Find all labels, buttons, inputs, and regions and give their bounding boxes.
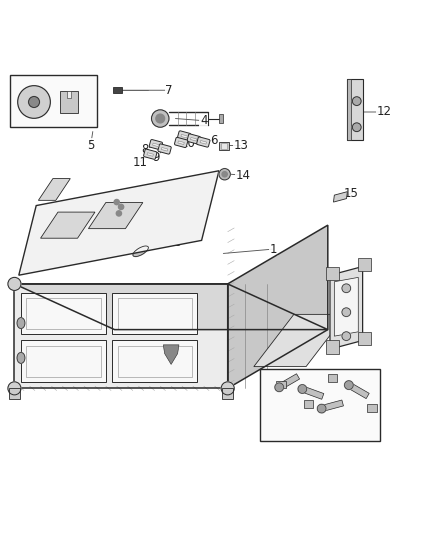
Bar: [301, 386, 324, 399]
Text: 10: 10: [180, 137, 195, 150]
Polygon shape: [14, 284, 328, 329]
Polygon shape: [67, 91, 71, 98]
Polygon shape: [21, 341, 106, 382]
Ellipse shape: [28, 96, 39, 108]
Polygon shape: [113, 87, 122, 93]
Text: 13: 13: [233, 139, 248, 152]
Polygon shape: [163, 345, 179, 365]
Circle shape: [8, 277, 21, 290]
Bar: [181, 134, 187, 138]
Polygon shape: [228, 225, 328, 389]
Ellipse shape: [133, 246, 148, 256]
Circle shape: [275, 383, 283, 392]
Circle shape: [8, 382, 21, 395]
Polygon shape: [60, 91, 78, 113]
Polygon shape: [347, 79, 351, 140]
Polygon shape: [113, 341, 197, 382]
Polygon shape: [367, 405, 377, 413]
Circle shape: [298, 385, 307, 393]
Text: 2: 2: [315, 410, 323, 423]
Polygon shape: [223, 389, 233, 399]
Ellipse shape: [17, 318, 25, 328]
Text: 12: 12: [377, 106, 392, 118]
Polygon shape: [41, 212, 95, 238]
Polygon shape: [358, 332, 371, 345]
Bar: [178, 141, 184, 144]
Text: 11: 11: [132, 156, 147, 168]
Circle shape: [114, 199, 119, 205]
Text: 14: 14: [236, 168, 251, 182]
Circle shape: [116, 211, 121, 216]
FancyBboxPatch shape: [158, 144, 171, 154]
Polygon shape: [330, 266, 363, 349]
Circle shape: [317, 404, 326, 413]
Polygon shape: [254, 314, 346, 367]
Polygon shape: [113, 293, 197, 334]
Text: 7: 7: [165, 84, 173, 96]
Circle shape: [353, 97, 361, 106]
Polygon shape: [14, 284, 228, 389]
Text: 3: 3: [32, 240, 40, 253]
Text: 4: 4: [200, 114, 208, 127]
Polygon shape: [325, 266, 339, 279]
Bar: [152, 143, 159, 147]
Text: 8: 8: [141, 143, 148, 156]
Bar: [347, 383, 369, 399]
Polygon shape: [88, 203, 143, 229]
Ellipse shape: [18, 86, 50, 118]
Circle shape: [342, 332, 351, 341]
Polygon shape: [19, 171, 219, 275]
Bar: [10, 75, 97, 127]
FancyBboxPatch shape: [187, 134, 201, 144]
Circle shape: [342, 308, 351, 317]
Text: 5: 5: [87, 139, 94, 152]
Bar: [147, 152, 153, 156]
Bar: [321, 400, 343, 411]
Polygon shape: [221, 143, 227, 149]
FancyBboxPatch shape: [177, 131, 191, 141]
Circle shape: [342, 284, 351, 293]
FancyBboxPatch shape: [149, 140, 162, 150]
Polygon shape: [21, 293, 106, 334]
Polygon shape: [333, 192, 347, 202]
Circle shape: [353, 123, 361, 132]
Bar: [278, 374, 300, 390]
Circle shape: [222, 172, 227, 177]
Text: 6: 6: [210, 134, 218, 147]
Polygon shape: [219, 114, 223, 123]
Polygon shape: [358, 258, 371, 271]
Polygon shape: [347, 79, 363, 140]
Bar: [260, 369, 380, 441]
Circle shape: [345, 381, 353, 390]
Polygon shape: [219, 142, 229, 150]
Text: 15: 15: [343, 187, 358, 200]
Polygon shape: [304, 400, 314, 408]
FancyBboxPatch shape: [144, 149, 157, 159]
Bar: [161, 148, 168, 151]
Circle shape: [118, 204, 124, 209]
Polygon shape: [334, 277, 358, 336]
Polygon shape: [276, 381, 286, 389]
Text: 15: 15: [168, 236, 183, 249]
Circle shape: [219, 168, 230, 180]
Ellipse shape: [156, 114, 165, 123]
FancyBboxPatch shape: [197, 137, 210, 147]
FancyBboxPatch shape: [174, 138, 188, 148]
Circle shape: [221, 382, 234, 395]
Polygon shape: [328, 374, 337, 382]
Bar: [191, 138, 197, 141]
Ellipse shape: [152, 110, 169, 127]
Ellipse shape: [17, 352, 25, 364]
Polygon shape: [9, 389, 20, 399]
Polygon shape: [325, 341, 339, 353]
Text: 1: 1: [270, 243, 277, 256]
Polygon shape: [39, 179, 71, 200]
Bar: [200, 141, 206, 144]
Text: 9: 9: [152, 151, 159, 164]
